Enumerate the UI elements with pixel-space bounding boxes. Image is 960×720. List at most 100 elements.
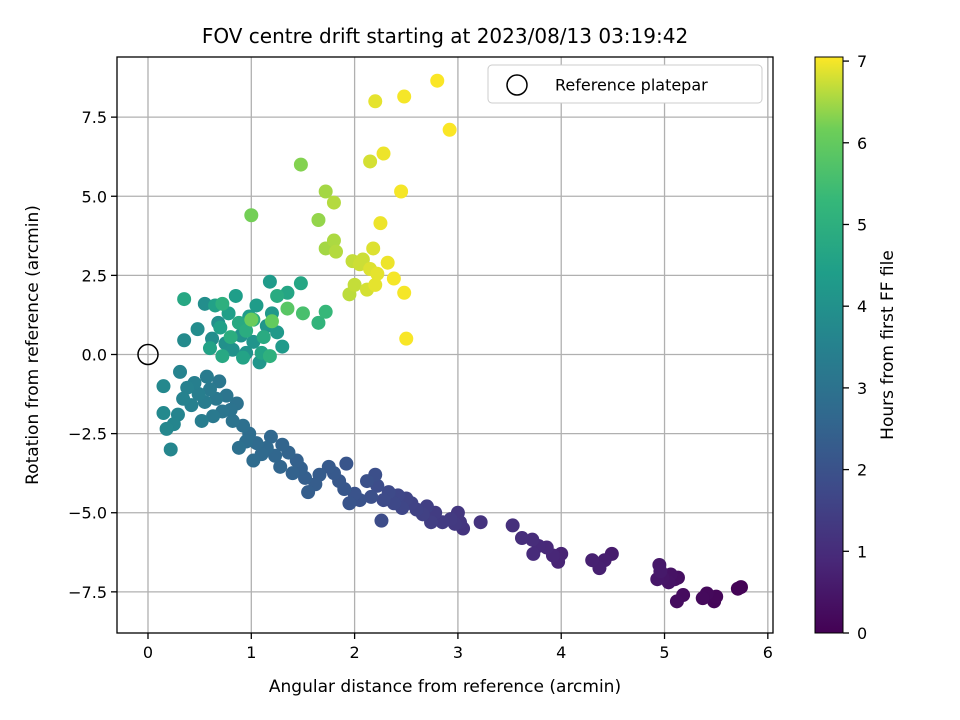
data-point (669, 594, 684, 609)
x-tick-label: 0 (143, 643, 153, 662)
data-point (293, 276, 308, 291)
data-point (339, 456, 354, 471)
data-point (347, 277, 362, 292)
data-point (364, 489, 379, 504)
data-point (180, 380, 195, 395)
y-tick-label: 7.5 (82, 108, 107, 127)
data-point (223, 330, 238, 345)
data-point (380, 255, 395, 270)
data-point (163, 442, 178, 457)
data-point (236, 350, 251, 365)
colorbar-gradient (814, 56, 844, 634)
data-point (197, 296, 212, 311)
data-point (156, 406, 171, 421)
colorbar-label: Hours from first FF file (878, 250, 898, 440)
chart-title: FOV centre drift starting at 2023/08/13 … (202, 24, 688, 48)
data-point (653, 564, 668, 579)
data-point (397, 89, 412, 104)
data-point (202, 382, 217, 397)
data-point (285, 466, 300, 481)
x-axis-ticks: 0 1 2 3 4 5 6 (143, 633, 773, 662)
data-point (264, 314, 279, 329)
y-tick-label: 0.0 (82, 345, 107, 364)
data-point (342, 496, 357, 511)
data-point (244, 312, 259, 327)
data-point (270, 325, 285, 340)
data-point (244, 208, 259, 223)
data-point (366, 241, 381, 256)
data-point (326, 195, 341, 210)
data-point (213, 320, 228, 335)
data-point (228, 288, 243, 303)
data-point (373, 216, 388, 231)
data-point (394, 184, 409, 199)
data-point (695, 591, 710, 606)
y-tick-label: −2.5 (68, 425, 107, 444)
colorbar-tick-label: 6 (857, 134, 867, 153)
data-point (293, 157, 308, 172)
data-point (156, 379, 171, 394)
data-point (246, 453, 261, 468)
data-point (730, 581, 745, 596)
y-axis-ticks: −7.5 −5.0 −2.5 0.0 2.5 5.0 7.5 (68, 108, 117, 602)
y-axis-label: Rotation from reference (arcmin) (23, 205, 43, 485)
legend-label: Reference platepar (555, 76, 708, 95)
data-point (177, 333, 192, 348)
data-point (275, 437, 290, 452)
data-point (514, 531, 529, 546)
data-point (273, 459, 288, 474)
data-point (190, 322, 205, 337)
data-point (194, 413, 209, 428)
data-point (397, 285, 412, 300)
data-point (263, 429, 278, 444)
legend: Reference platepar (487, 64, 763, 104)
data-point (318, 184, 333, 199)
data-point (173, 364, 188, 379)
data-point (177, 292, 192, 307)
colorbar-tick-label: 1 (857, 542, 867, 561)
data-point (301, 485, 316, 500)
colorbar-tick-label: 3 (857, 379, 867, 398)
legend-box (487, 64, 763, 104)
y-tick-label: 5.0 (82, 187, 107, 206)
data-point (295, 306, 310, 321)
data-point (473, 515, 488, 530)
data-point (525, 532, 540, 547)
data-point (199, 369, 214, 384)
data-point (270, 288, 285, 303)
x-tick-label: 6 (763, 643, 773, 662)
data-point (280, 301, 295, 316)
y-tick-label: −7.5 (68, 583, 107, 602)
x-tick-label: 2 (350, 643, 360, 662)
data-point (206, 409, 221, 424)
data-point (202, 341, 217, 356)
data-point (430, 73, 445, 88)
data-point (239, 323, 254, 338)
data-point (159, 421, 174, 436)
data-point (368, 94, 383, 109)
reference-marker-layer (137, 343, 159, 366)
colorbar-tick-label: 7 (857, 52, 867, 71)
x-axis-label: Angular distance from reference (arcmin) (269, 677, 621, 697)
data-point (318, 304, 333, 319)
data-point (355, 252, 370, 267)
data-point (256, 330, 271, 345)
data-point (386, 271, 401, 286)
data-point (249, 436, 264, 451)
data-point (376, 146, 391, 161)
colorbar-tick-label: 5 (857, 215, 867, 234)
colorbar-tick-label: 4 (857, 297, 867, 316)
colorbar-tick-label: 2 (857, 461, 867, 480)
data-point (225, 342, 240, 357)
x-tick-label: 5 (659, 643, 669, 662)
data-point (326, 233, 341, 248)
colorbar-ticks: 0 1 2 3 4 5 6 7 (843, 52, 867, 643)
data-point (176, 391, 191, 406)
data-point (435, 515, 450, 530)
data-point (262, 349, 277, 364)
data-point (215, 296, 230, 311)
data-point (370, 266, 385, 281)
data-point (399, 331, 414, 346)
data-point (191, 387, 206, 402)
data-points (156, 73, 748, 609)
